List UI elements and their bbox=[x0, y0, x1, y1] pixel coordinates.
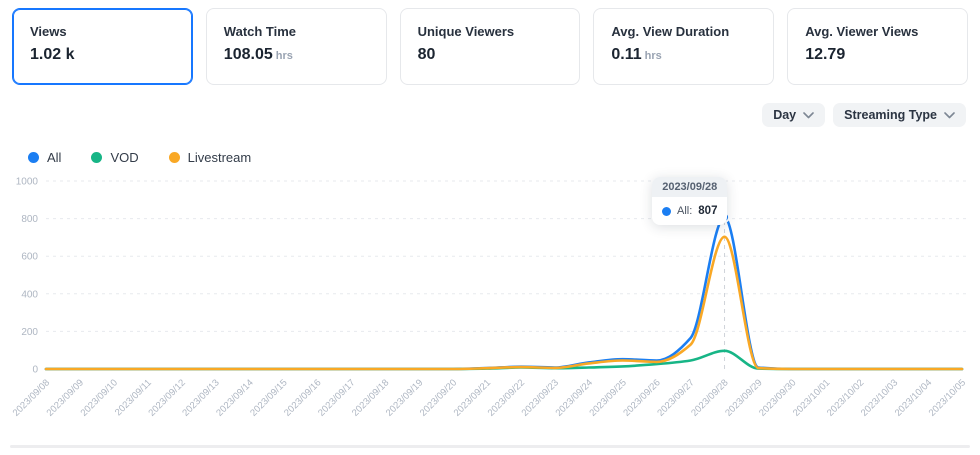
tooltip-value: 807 bbox=[698, 205, 718, 217]
metric-value: 12.79 bbox=[805, 46, 846, 63]
interval-dropdown-label: Day bbox=[773, 108, 797, 122]
metric-label: Avg. View Duration bbox=[611, 24, 730, 39]
legend-label: Livestream bbox=[187, 149, 252, 165]
chart-legend: All VOD Livestream bbox=[28, 149, 980, 165]
legend-dot-icon bbox=[168, 151, 180, 163]
legend-item-vod[interactable]: VOD bbox=[91, 149, 139, 165]
filters-row: Day Streaming Type bbox=[0, 103, 980, 127]
chevron-down-icon bbox=[944, 108, 955, 122]
svg-text:1000: 1000 bbox=[16, 177, 39, 188]
svg-text:0: 0 bbox=[32, 365, 38, 376]
svg-text:600: 600 bbox=[21, 252, 38, 263]
metric-unit: hrs bbox=[275, 50, 293, 62]
metric-label: Views bbox=[30, 24, 67, 39]
tooltip-series-label: All: bbox=[677, 205, 693, 217]
legend-item-livestream[interactable]: Livestream bbox=[168, 149, 252, 165]
metric-value: 0.11 hrs bbox=[611, 46, 662, 63]
streaming-type-dropdown[interactable]: Streaming Type bbox=[833, 103, 966, 127]
metric-label: Watch Time bbox=[223, 24, 297, 39]
tooltip-series-dot-icon bbox=[662, 206, 671, 216]
legend-dot-icon bbox=[28, 151, 39, 163]
interval-dropdown[interactable]: Day bbox=[762, 103, 826, 127]
legend-label: All bbox=[47, 149, 62, 165]
views-line-chart[interactable]: 0 200 400 600 800 1000 2023/09/08 2023/09/09 202… bbox=[0, 169, 980, 421]
streaming-type-dropdown-label: Streaming Type bbox=[844, 108, 937, 122]
metric-label: Unique Viewers bbox=[417, 24, 515, 39]
svg-text:2023/10/05: 2023/10/05 bbox=[927, 377, 968, 418]
chart-tooltip: 2023/09/28 All: 807 bbox=[652, 177, 728, 225]
tooltip-date: 2023/09/28 bbox=[652, 177, 728, 197]
metric-unit: hrs bbox=[644, 50, 662, 62]
svg-text:800: 800 bbox=[21, 214, 38, 225]
metric-card-avg-view-duration[interactable]: Avg. View Duration 0.11 hrs bbox=[593, 8, 775, 85]
metric-value: 108.05 hrs bbox=[223, 46, 293, 63]
line-chart-canvas[interactable]: 020040060080010002023/09/082023/09/09202… bbox=[0, 169, 980, 421]
metric-value: 80 bbox=[417, 46, 436, 63]
bottom-divider bbox=[10, 445, 970, 448]
legend-label: VOD bbox=[110, 149, 139, 165]
svg-text:400: 400 bbox=[21, 289, 38, 300]
metric-value: 1.02 k bbox=[30, 46, 75, 63]
tooltip-body: All: 807 bbox=[652, 197, 727, 225]
metric-card-watch-time[interactable]: Watch Time 108.05 hrs bbox=[205, 8, 387, 85]
metric-card-views[interactable]: Views 1.02 k bbox=[12, 8, 193, 85]
metrics-row: Views 1.02 k Watch Time 108.05 hrs Unique… bbox=[0, 0, 980, 85]
metric-card-unique-viewers[interactable]: Unique Viewers 80 bbox=[399, 8, 581, 85]
chevron-down-icon bbox=[803, 108, 814, 122]
metric-label: Avg. Viewer Views bbox=[805, 24, 919, 39]
metric-card-avg-viewer-views[interactable]: Avg. Viewer Views 12.79 bbox=[787, 8, 968, 85]
legend-dot-icon bbox=[91, 151, 103, 163]
svg-text:200: 200 bbox=[21, 327, 38, 338]
legend-item-all[interactable]: All bbox=[28, 150, 61, 165]
